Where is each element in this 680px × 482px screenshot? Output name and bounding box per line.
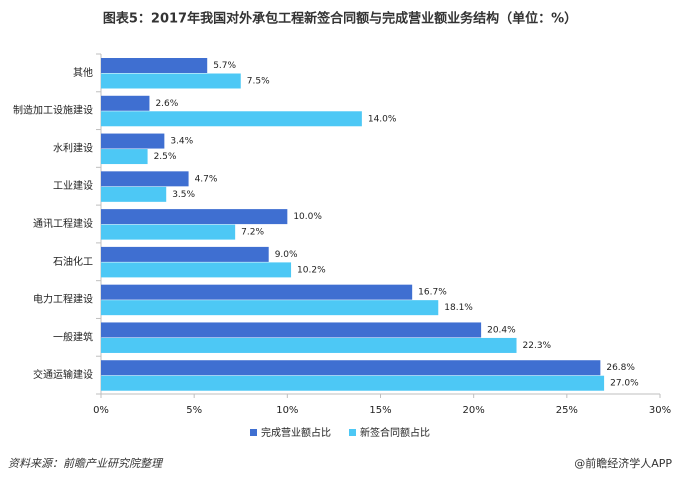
bar: [101, 284, 413, 300]
y-tick-label: 通讯工程建设: [33, 217, 93, 230]
bar: [101, 337, 517, 353]
legend-swatch: [349, 429, 356, 436]
value-label: 3.4%: [170, 137, 193, 147]
bar: [101, 246, 269, 262]
x-tick-label: 30%: [649, 405, 671, 416]
credit: @前瞻经济学人APP: [574, 456, 672, 470]
bar: [101, 186, 167, 202]
bar: [101, 300, 439, 316]
value-label: 26.8%: [606, 363, 635, 373]
bar: [101, 133, 165, 149]
x-tick-label: 5%: [186, 405, 202, 416]
value-label: 3.5%: [172, 190, 195, 200]
value-label: 2.6%: [155, 99, 178, 109]
bar: [101, 375, 605, 391]
value-label: 4.7%: [195, 174, 218, 184]
bar: [101, 58, 208, 73]
bar: [101, 149, 148, 165]
y-tick-label: 水利建设: [53, 141, 93, 154]
y-tick-label: 工业建设: [53, 179, 93, 192]
legend-swatch: [250, 429, 257, 436]
value-label: 10.0%: [293, 212, 322, 222]
bar: [101, 111, 362, 127]
value-label: 7.2%: [241, 228, 264, 238]
x-tick-label: 0%: [93, 405, 109, 416]
value-label: 10.2%: [297, 265, 326, 275]
value-label: 9.0%: [275, 250, 298, 260]
y-tick-label: 制造加工设施建设: [13, 104, 93, 117]
value-label: 22.3%: [523, 341, 552, 351]
x-tick-label: 25%: [556, 405, 578, 416]
value-label: 14.0%: [368, 114, 397, 124]
bar: [101, 224, 236, 240]
bar: [101, 95, 150, 111]
source: 资料来源：前瞻产业研究院整理: [8, 457, 164, 470]
x-tick-label: 15%: [369, 405, 391, 416]
bar: [101, 171, 189, 187]
value-label: 20.4%: [487, 325, 516, 335]
value-label: 5.7%: [213, 61, 236, 71]
bar: [101, 262, 292, 278]
legend-label: 新签合同额占比: [360, 426, 430, 439]
value-label: 27.0%: [610, 379, 639, 389]
y-tick-label: 交通运输建设: [33, 368, 93, 381]
value-label: 18.1%: [444, 303, 473, 313]
value-label: 2.5%: [154, 152, 177, 162]
x-tick-label: 10%: [276, 405, 298, 416]
chart-title: 图表5：2017年我国对外承包工程新签合同额与完成营业额业务结构（单位：%）: [103, 11, 577, 27]
x-tick-label: 20%: [463, 405, 485, 416]
bar: [101, 73, 241, 89]
y-tick-label: 一般建筑: [53, 330, 93, 343]
bar: [101, 360, 601, 376]
bar: [101, 322, 482, 338]
legend-label: 完成营业额占比: [261, 426, 331, 439]
value-label: 7.5%: [247, 77, 270, 87]
y-tick-label: 电力工程建设: [33, 293, 93, 306]
bar: [101, 209, 288, 225]
y-tick-label: 石油化工: [53, 255, 93, 268]
y-tick-label: 其他: [73, 66, 93, 79]
value-label: 16.7%: [418, 288, 447, 298]
